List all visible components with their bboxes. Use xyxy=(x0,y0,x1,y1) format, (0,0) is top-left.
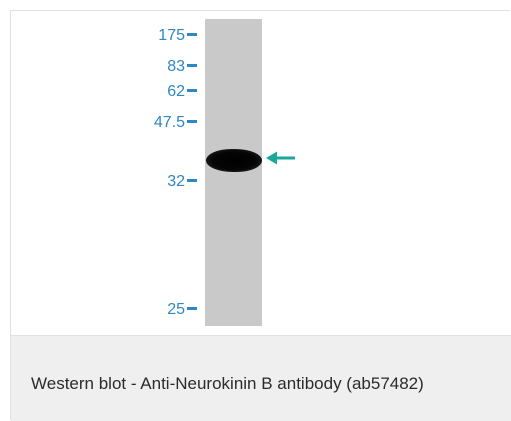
arrow-left-icon xyxy=(266,151,295,165)
marker-175: 175 xyxy=(125,27,197,45)
marker-47-5: 47.5 xyxy=(125,114,197,132)
blot-lane xyxy=(205,19,262,326)
marker-83: 83 xyxy=(125,58,197,76)
figure-caption: Western blot - Anti-Neurokinin B antibod… xyxy=(31,374,424,393)
marker-62: 62 xyxy=(125,83,197,101)
marker-25: 25 xyxy=(125,301,197,319)
protein-band xyxy=(206,149,262,172)
western-blot-image: 175 83 62 47.5 32 25 xyxy=(11,11,511,334)
figure-frame: 175 83 62 47.5 32 25 Western blot - Anti… xyxy=(10,10,511,421)
marker-32: 32 xyxy=(125,173,197,191)
caption-panel: Western blot - Anti-Neurokinin B antibod… xyxy=(11,335,511,421)
